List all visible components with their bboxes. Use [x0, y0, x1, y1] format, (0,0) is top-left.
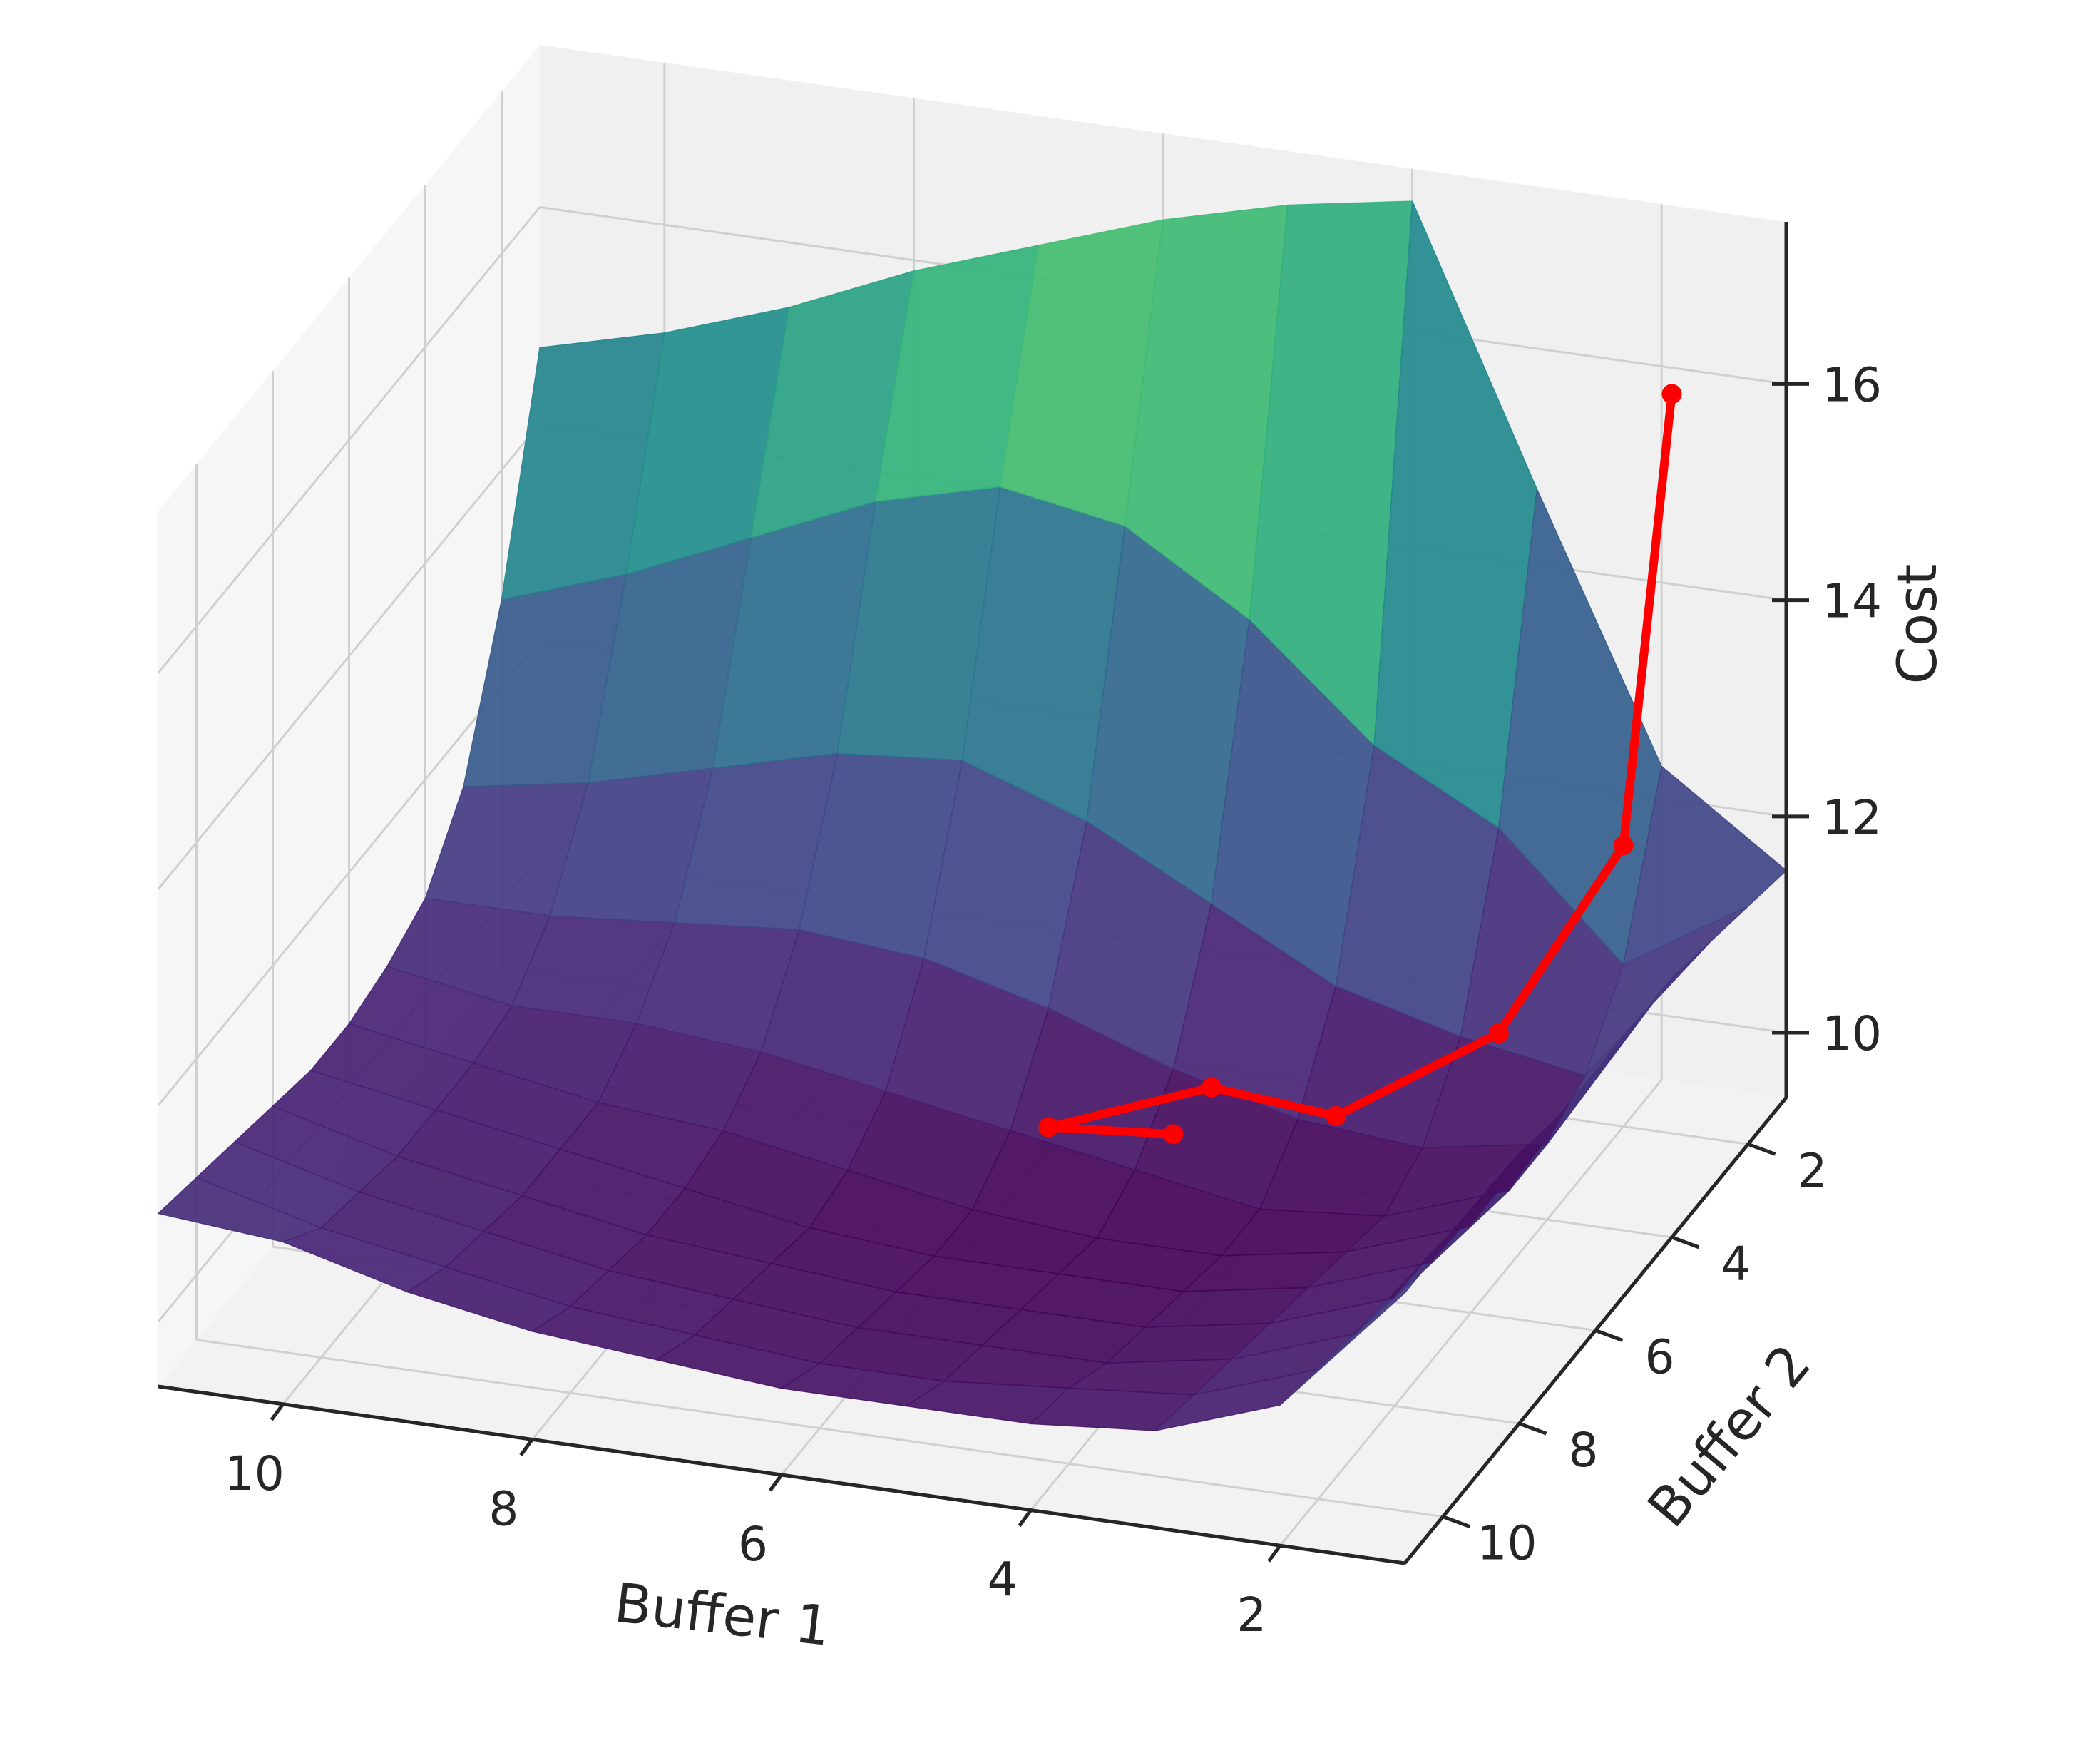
y-tick [1518, 1421, 1547, 1436]
y-tick [1747, 1142, 1776, 1156]
cost-surface [157, 200, 1788, 1432]
y-tick-label: 10 [1477, 1516, 1537, 1571]
path-point [1038, 1117, 1059, 1138]
y-tick-label: 8 [1569, 1423, 1599, 1478]
path-point [1613, 835, 1634, 856]
y-tick [1594, 1329, 1624, 1342]
x-tick [519, 1438, 534, 1456]
y-tick-label: 6 [1645, 1330, 1675, 1385]
z-tick-label: 14 [1822, 574, 1882, 629]
path-point [1163, 1124, 1184, 1145]
floor-gridline [196, 1339, 1443, 1518]
path-point [1326, 1105, 1346, 1126]
path-point [1201, 1077, 1221, 1098]
z-tick-label: 10 [1822, 1006, 1882, 1061]
y-tick [1671, 1235, 1700, 1249]
left-wall-gridline [157, 422, 541, 890]
x-tick [270, 1403, 285, 1421]
x-axis-label: Buffer 1 [611, 1570, 833, 1658]
x-tick-label: 10 [225, 1446, 285, 1501]
y-tick-label: 4 [1721, 1237, 1751, 1292]
x-tick [1267, 1544, 1282, 1563]
left-wall-gridline [157, 638, 541, 1106]
z-tick-label: 12 [1822, 790, 1882, 845]
y-tick [1442, 1515, 1471, 1529]
x-tick-label: 6 [738, 1517, 768, 1572]
z-axis-label: Cost [1885, 564, 1949, 685]
y-tick-label: 2 [1798, 1143, 1828, 1198]
z-tick-label: 16 [1822, 357, 1882, 412]
x-tick [1018, 1509, 1033, 1528]
path-point [1661, 384, 1682, 404]
left-wall-gridline [157, 206, 541, 674]
path-point [1488, 1023, 1509, 1043]
x-tick-label: 2 [1236, 1588, 1266, 1642]
surface-patch [1622, 765, 1788, 966]
x-tick [768, 1473, 784, 1492]
x-tick-label: 8 [488, 1481, 518, 1536]
optimization-path [1038, 384, 1682, 1145]
x-tick-label: 4 [988, 1553, 1018, 1607]
